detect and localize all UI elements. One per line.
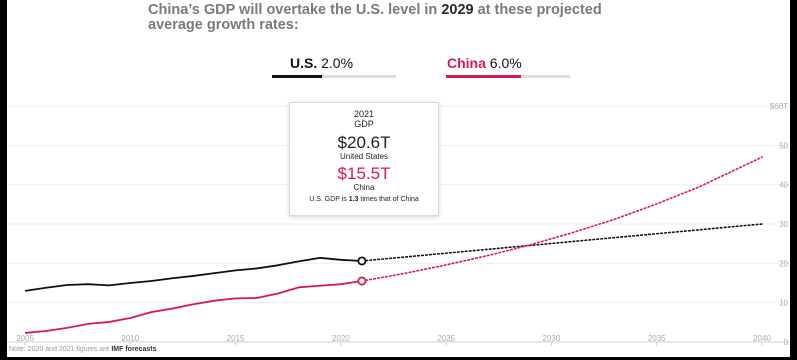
- tooltip-us-label: United States: [339, 152, 389, 161]
- chart-card: 2005 2010 2015 2020 2025 2030 2035 2040 0 10 20 30…: [7, 0, 790, 357]
- us-growth-rate-control[interactable]: U.S. 2.0%: [272, 55, 396, 78]
- y-tick-label: $60T: [770, 102, 788, 111]
- us-current-marker: [357, 256, 367, 266]
- china-rate-slider-fill[interactable]: [446, 75, 521, 78]
- footnote: Note: 2020 and 2021 figures are IMF fore…: [9, 346, 156, 353]
- china-historical-line: [24, 280, 363, 334]
- tooltip-us-value: $20.6T: [337, 133, 391, 152]
- x-tick-label: 2035: [648, 334, 666, 343]
- us-rate-slider-fill[interactable]: [272, 75, 322, 78]
- tooltip-china-value: $15.5T: [337, 164, 391, 183]
- us-rate-value: 2.0%: [321, 55, 354, 71]
- footnote-emphasis: IMF forecasts: [111, 346, 157, 353]
- y-tick-label: 0: [784, 338, 789, 347]
- title-year: 2029: [441, 2, 474, 18]
- china-current-marker: [357, 276, 367, 286]
- x-tick-label: 2010: [121, 334, 139, 343]
- tooltip-metric: GDP: [354, 119, 374, 129]
- us-rate-label: U.S.: [290, 55, 318, 71]
- footnote-text: Note: 2020 and 2021 figures are: [9, 346, 112, 353]
- x-tick-label: 2040: [753, 334, 771, 343]
- title-part1: China’s GDP will overtake the U.S. level…: [148, 2, 442, 18]
- y-tick-label: 10: [779, 299, 788, 308]
- chart-title: China’s GDP will overtake the U.S. level…: [148, 3, 618, 33]
- x-axis: 2005 2010 2015 2020 2025 2030 2035 2040: [16, 334, 771, 346]
- y-axis: 0 10 20 30 40 50 $60T: [770, 102, 789, 347]
- china-rate-value: 6.0%: [489, 55, 522, 71]
- y-tick-label: 20: [779, 259, 788, 268]
- tooltip-china-label: China: [353, 183, 375, 192]
- tooltip-note-post: times that of China: [358, 196, 419, 203]
- china-projection-line: [361, 156, 763, 282]
- tooltip-note-pre: U.S. GDP is: [309, 196, 349, 203]
- title-part2: at these projected average growth rates:: [148, 2, 602, 33]
- x-tick-label: 2030: [543, 334, 561, 343]
- y-tick-label: 50: [779, 141, 788, 150]
- china-growth-rate-control[interactable]: China 6.0%: [446, 55, 570, 78]
- series-layer: [24, 156, 763, 334]
- us-historical-line: [24, 256, 362, 292]
- x-tick-label: 2015: [227, 334, 245, 343]
- us-rate-slider-track[interactable]: [272, 75, 396, 78]
- hover-tooltip: 2021 GDP $20.6T United States $15.5T Chi…: [289, 102, 439, 216]
- x-tick-label: 2020: [332, 334, 350, 343]
- y-tick-label: 30: [779, 220, 788, 229]
- tooltip-note: U.S. GDP is 1.3 times that of China: [296, 196, 432, 204]
- china-rate-label: China: [447, 55, 486, 71]
- tooltip-note-ratio: 1.3: [348, 196, 359, 203]
- y-tick-label: 40: [779, 181, 788, 190]
- x-tick-label: 2025: [437, 334, 455, 343]
- tooltip-year: 2021: [353, 109, 375, 119]
- x-tick-label: 2005: [16, 334, 34, 343]
- us-projection-line: [361, 223, 763, 262]
